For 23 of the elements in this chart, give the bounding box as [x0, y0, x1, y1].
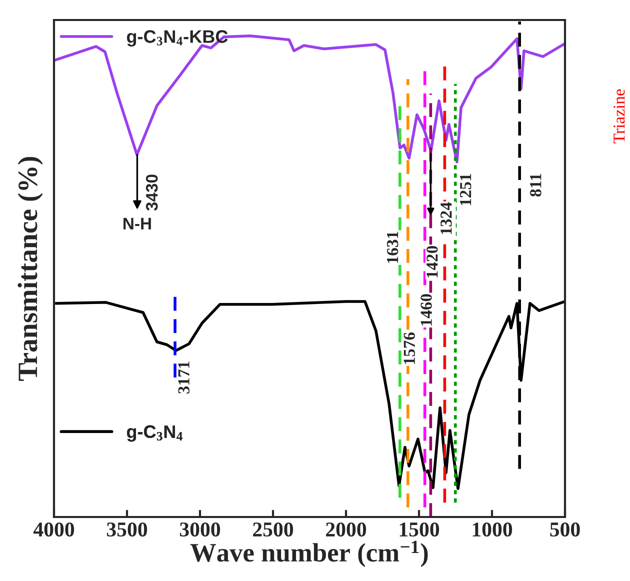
x-tick-label: 1000: [472, 522, 512, 537]
ref-line-label: 1420: [426, 246, 438, 278]
text: Triazine: [614, 89, 625, 144]
x-tick-label: 4000: [33, 522, 74, 537]
ref-line-label: 1631: [387, 232, 398, 263]
x-tick-label: 3000: [180, 522, 220, 537]
legend-label: g-C$_{3}$N$_{4}$: [126, 425, 182, 442]
x-axis-title: Wave number (cm$^{−1}$): [190, 540, 428, 568]
legend-label: g-C$_{3}$N$_{4}$-KBC: [126, 30, 228, 47]
y-axis-title: Transmittance (%): [18, 156, 43, 381]
ref-line-label: 1251: [460, 174, 472, 206]
ref-line-label: 1576: [404, 332, 415, 364]
x-tick-label: 1500: [400, 522, 440, 537]
ref-line-label: 811: [530, 174, 542, 197]
annotation: N-H: [124, 218, 151, 230]
x-tick-label: 2000: [326, 522, 366, 537]
x-tick-label: 3500: [106, 522, 148, 537]
annotation: 3430: [146, 174, 158, 211]
x-tick-label: 500: [550, 522, 580, 537]
ref-line-label: 3171: [178, 362, 190, 394]
ref-line-label: 1324: [440, 202, 452, 234]
ref-line-label: 1460: [420, 294, 432, 326]
x-tick-label: 2500: [253, 522, 294, 537]
